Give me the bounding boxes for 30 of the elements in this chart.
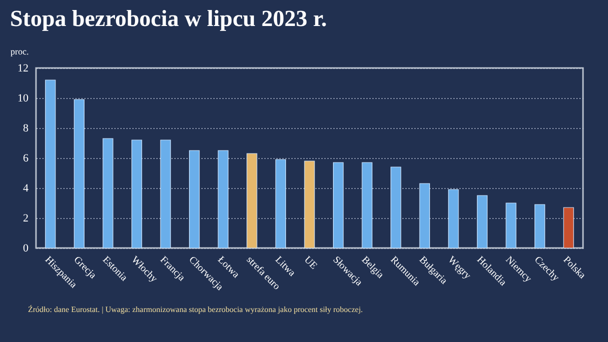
bar xyxy=(304,160,315,248)
x-tick-label: UE xyxy=(302,254,319,272)
y-tick-label: 10 xyxy=(18,92,29,104)
bar xyxy=(131,140,142,248)
bar xyxy=(362,162,372,248)
bar xyxy=(476,195,488,248)
bar xyxy=(160,140,171,248)
bar xyxy=(390,166,402,248)
bar xyxy=(448,189,459,248)
bar xyxy=(332,162,344,248)
bar xyxy=(218,150,228,248)
bar xyxy=(189,150,200,248)
y-axis-title: proc. xyxy=(10,46,29,56)
text: Źródło: dane Eurostat. | Uwaga: zharmonizowana stopa bezrobocia wyrażona jako procent siły roboczej. xyxy=(28,305,363,314)
chart-title: Stopa bezrobocia w lipcu 2023 r. xyxy=(10,6,327,31)
y-tick-label: 0 xyxy=(23,242,29,254)
bar xyxy=(534,204,546,248)
bar xyxy=(563,207,574,248)
bar xyxy=(419,183,430,248)
bar xyxy=(45,80,56,248)
y-tick-label: 2 xyxy=(23,212,28,224)
bar xyxy=(74,99,84,248)
y-tick-label: 8 xyxy=(23,122,29,134)
y-tick-label: 12 xyxy=(18,62,28,74)
bar xyxy=(275,159,286,248)
bar xyxy=(246,153,258,248)
y-tick-label: 6 xyxy=(23,152,29,164)
y-tick-label: 4 xyxy=(23,182,29,194)
bar xyxy=(102,138,114,248)
bar xyxy=(506,202,516,248)
